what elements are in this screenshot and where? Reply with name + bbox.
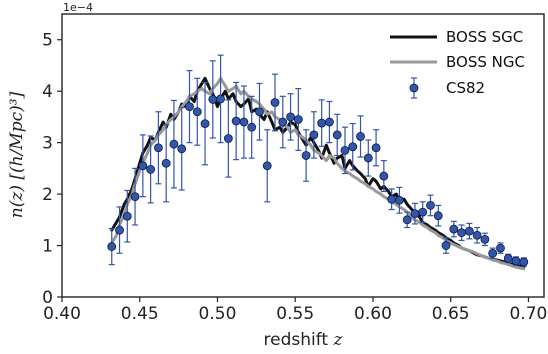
y-tick-label: 0 [42, 288, 53, 308]
cs82-point [472, 230, 482, 240]
cs82-point [464, 226, 474, 236]
y-tick-label: 2 [42, 185, 53, 205]
cs82-point [441, 241, 451, 250]
cs82-point [231, 116, 241, 126]
cs82-point [426, 201, 435, 210]
cs82-point [223, 134, 233, 143]
cs82-point [449, 224, 459, 234]
cs82-point [371, 143, 381, 153]
cs82-point [348, 142, 358, 152]
cs82-point [177, 144, 187, 154]
series-line-boss-ngc [110, 76, 526, 271]
x-tick-label: 0.50 [199, 304, 237, 324]
cs82-point [387, 194, 397, 204]
cs82-point [107, 242, 117, 251]
cs82-point [270, 98, 280, 107]
cs82-point [153, 143, 163, 153]
x-axis-label-var: z [333, 330, 344, 350]
cs82-point [130, 192, 140, 202]
cs82-point [122, 211, 132, 221]
cs82-point [410, 209, 420, 219]
cs82-point [262, 161, 272, 171]
cs82-point [115, 225, 124, 235]
cs82-point [239, 117, 249, 127]
cs82-point [293, 115, 303, 124]
cs82-point [325, 117, 334, 127]
legend-label-boss-ngc: BOSS NGC [446, 53, 525, 71]
plot-frame [61, 13, 545, 298]
cs82-point [394, 195, 404, 205]
x-axis-label-text: redshift [264, 330, 329, 350]
y-tick-label: 3 [42, 134, 53, 154]
cs82-point [433, 211, 443, 221]
cs82-point [146, 164, 156, 174]
cs82-point [480, 234, 490, 244]
x-tick-label: 0.40 [43, 304, 81, 324]
x-tick-label: 0.60 [354, 304, 392, 324]
y-tick-label: 5 [42, 31, 53, 51]
x-tick-label: 0.45 [121, 304, 159, 324]
cs82-point [216, 94, 225, 104]
y-tick-label: 1 [42, 237, 53, 257]
cs82-point [138, 161, 148, 171]
y-offset-label: 1e−4 [63, 1, 93, 14]
x-tick-label: 0.65 [432, 304, 470, 324]
axis-ticks: 0.40 0.45 0.50 0.55 0.60 0.65 0.70 0 1 2 3 4 5 [42, 31, 547, 324]
cs82-point [511, 256, 521, 266]
y-tick-label: 4 [42, 82, 53, 102]
cs82-point [169, 139, 179, 149]
cs82-point [496, 243, 505, 253]
cs82-point [200, 119, 210, 128]
cs82-point [503, 254, 513, 263]
cs82-point [356, 132, 365, 141]
legend-swatch-cs82-marker [409, 83, 419, 93]
plot-content [107, 54, 529, 271]
cs82-point [332, 130, 342, 140]
cs82-point [402, 215, 412, 225]
cs82-point [208, 95, 218, 104]
cs82-point [278, 117, 288, 127]
cs82-point [457, 228, 466, 238]
cs82-point [192, 107, 202, 117]
legend-label-boss-sgc: BOSS SGC [446, 28, 523, 46]
x-tick-label: 0.55 [276, 304, 314, 324]
cs82-point [340, 145, 350, 155]
x-tick-label: 0.70 [510, 304, 548, 324]
cs82-point [309, 130, 319, 140]
cs82-point [418, 207, 428, 217]
cs82-point [255, 107, 264, 117]
cs82-point [488, 248, 498, 258]
cs82-point [161, 158, 171, 168]
y-axis-label: n(z) [(h/Mpc)³] [7, 91, 27, 218]
x-axis-label: redshift z [264, 330, 344, 350]
cs82-point [519, 257, 529, 267]
cs82-point [247, 122, 257, 132]
cs82-point [185, 102, 194, 112]
legend-label-cs82: CS82 [446, 79, 485, 97]
cs82-point [379, 171, 389, 181]
cs82-point [317, 118, 327, 128]
series-cs82 [107, 54, 529, 267]
cs82-point [363, 153, 373, 163]
legend: BOSS SGC BOSS NGC CS82 [390, 28, 525, 99]
cs82-point [301, 151, 311, 160]
cs82-point [286, 112, 295, 122]
